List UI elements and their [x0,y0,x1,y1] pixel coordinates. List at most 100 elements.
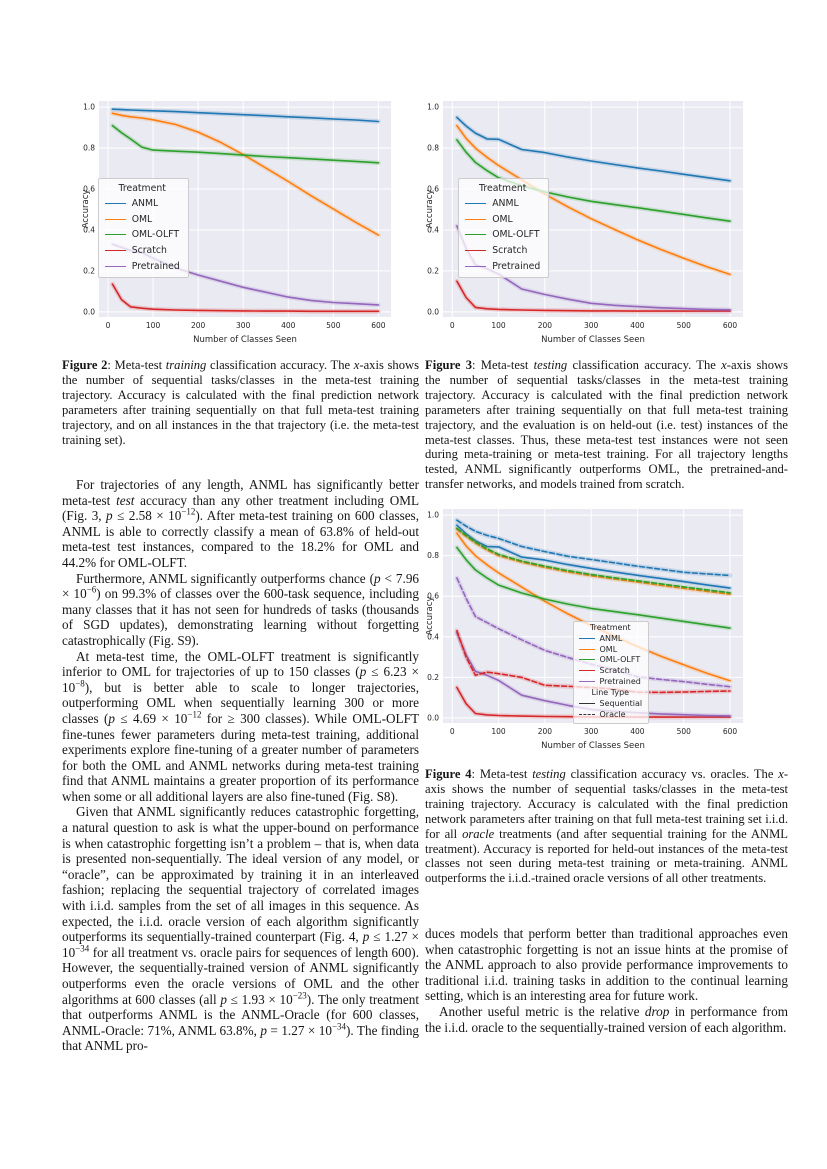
x-tick-label: 200 [538,321,553,330]
text-run: −8 [75,678,85,689]
y-tick-label: 0.2 [427,266,439,275]
legend-line-swatch [104,265,126,267]
legend-entry: ANML [104,196,180,212]
text-run: −12 [181,506,196,517]
legend-label: OML-OLFT [492,229,540,241]
y-tick-label: 1.0 [427,511,439,520]
legend-line-swatch [104,234,126,236]
legend-label: Pretrained [599,677,641,687]
legend-label: OML [599,644,618,654]
text-run: p [362,929,370,945]
legend-line-swatch [104,218,126,220]
figure4-caption: Figure 4: Meta-test testing classificati… [425,767,788,886]
y-tick-label: 0.8 [427,144,439,153]
series-line-ANML [111,108,380,123]
right-column-text: duces models that perform better than tr… [425,926,788,1035]
y-tick-label: 0.2 [427,673,439,682]
text-run: Figure 4 [425,767,472,781]
text-run: −34 [331,1021,347,1032]
text-run: −12 [187,709,202,720]
text-run: p [220,991,227,1007]
x-tick-label: 600 [723,727,738,736]
paragraph: Another useful metric is the relative dr… [425,1004,788,1035]
x-tick-label: 600 [723,321,738,330]
legend-entry: OML-OLFT [578,655,643,666]
y-tick-label: 0.4 [427,632,439,641]
legend-entry: ANML [578,634,643,645]
x-axis-label: Number of Classes Seen [541,741,645,751]
legend-label: OML [492,213,513,225]
text-run: duces models that perform better than tr… [425,926,788,1004]
legend-title: Treatment [118,182,166,194]
left-column-text: For trajectories of any length, ANML has… [62,477,419,1054]
text-run: < 7.96 × 10 [62,570,420,602]
text-run: x [721,358,727,372]
y-tick-label: 0.0 [83,307,95,316]
text-run: ≤ 4.69 × 10 [114,710,188,726]
legend-entry: Scratch [104,243,180,259]
series-line-Scratch [111,283,380,313]
legend-label: Pretrained [492,260,541,272]
legend-label: Oracle [599,710,626,719]
paragraph: Furthermore, ANML significantly outperfo… [62,571,419,649]
text-run: −34 [75,943,90,954]
text-run: : Meta-test [107,358,166,372]
text-run: ≤ 2.58 × 10 [112,508,182,524]
text-run: p [373,570,381,586]
series-line-OML [456,124,731,276]
series-line-ANML-Oracle [456,519,731,577]
text-run: −6 [86,584,97,595]
legend-line-swatch [578,681,595,683]
y-axis-label: Accuracy [82,190,91,229]
paragraph: Given that ANML significantly reduces ca… [62,804,419,1054]
x-tick-label: 400 [630,727,645,736]
text-run: Figure 3 [425,358,473,372]
legend-title: Treatment [589,622,631,632]
text-run: p [108,710,115,726]
text-run: ). After meta-test training on 600 class… [62,508,419,570]
y-tick-label: 0.2 [83,266,95,275]
text-run: treatments (and after sequential trainin… [425,826,788,886]
text-run: ). The only treatment that outperforms A… [62,991,419,1038]
figure4-chart: 0.0 0.2 0.4 0.6 0.8 1.0 0 100 200 300 400 500 600 Num… [425,503,748,759]
text-run: in performance from the i.i.d. oracle to… [425,1003,788,1035]
legend-entry: OML-OLFT [465,227,540,243]
series-line-OML-OLFT [456,546,731,629]
legend-label: Scratch [492,244,528,256]
text-run: testing [533,358,568,372]
y-tick-label: 1.0 [427,103,439,112]
legend-line-swatch [104,203,126,205]
y-axis-label: Accuracy [426,597,435,636]
x-tick-label: 0 [106,321,111,330]
series-line-ANML [456,116,731,182]
text-run: p [106,508,113,524]
legend-title: Line Type [591,688,630,698]
figure3-chart: 0.0 0.2 0.4 0.6 0.8 1.0 0 100 200 300 400 500 600 Num… [425,95,748,353]
legend-line-swatch [465,218,487,220]
text-run: : Meta-test [471,767,533,781]
text-run: -axis shows the number of sequential tas… [425,358,789,492]
paragraph: At meta-test time, the OML-OLFT treatmen… [62,649,419,805]
text-run: accuracy than any other treatment includ… [62,492,419,524]
series-line-Scratch-Oracle [456,629,731,694]
legend-entry: Sequential [578,699,642,710]
text-run: x [778,767,784,781]
text-run: ≤ 6.23 × 10 [62,664,419,695]
legend-line-swatch [578,670,595,672]
legend-label: Pretrained [131,260,180,272]
figure2-caption: Figure 2: Meta-test training classificat… [62,358,419,447]
text-run: Given that ANML significantly reduces ca… [62,804,419,945]
legend-entry: Pretrained [578,677,643,688]
series-line-OML-Oracle [456,528,731,595]
series-line-OML-OLFT [456,139,731,222]
y-tick-label: 1.0 [83,103,95,112]
x-tick-label: 100 [146,321,161,330]
series-line-OML [456,532,731,682]
y-tick-label: 0.6 [83,185,95,194]
text-run: ≤ 1.27 × 10 [62,929,419,960]
y-tick-label: 0.4 [83,225,95,234]
text-run: Figure 2 [62,358,108,372]
legend-entry: Scratch [465,243,540,259]
x-tick-label: 200 [538,727,553,736]
